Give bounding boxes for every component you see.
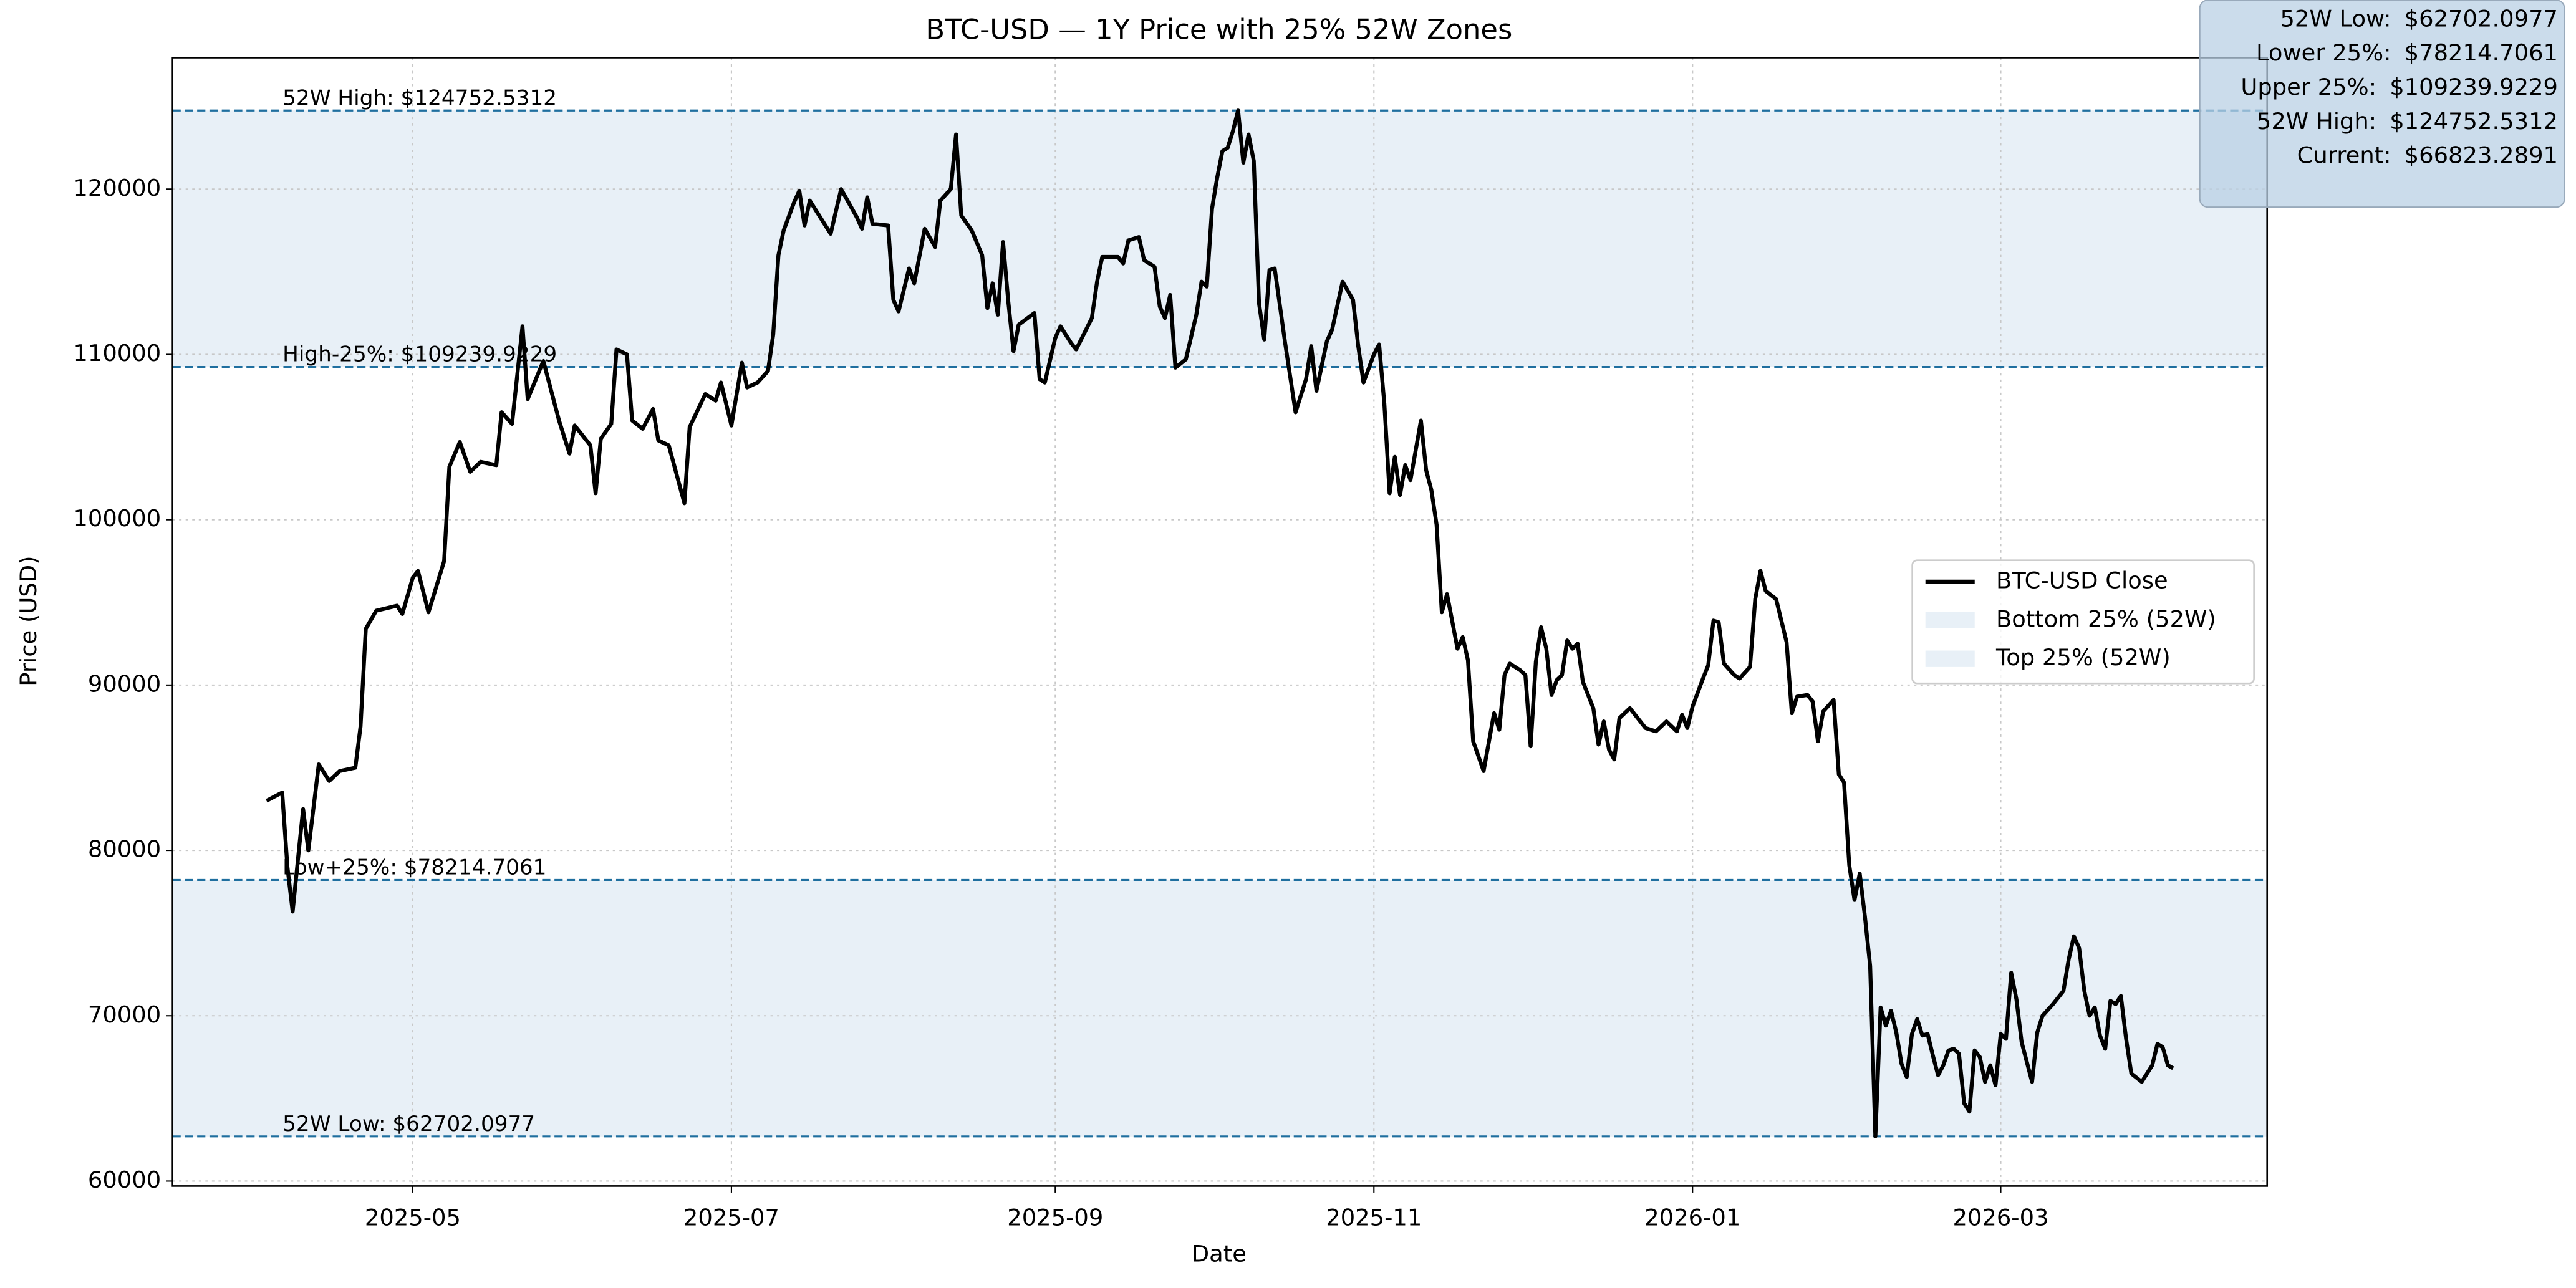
x-tick-label: 2025-11 bbox=[1326, 1204, 1422, 1231]
stats-value: $62702.0977 bbox=[2405, 5, 2558, 32]
stats-name: Current: bbox=[2297, 142, 2391, 169]
stats-box bbox=[2199, 0, 2565, 208]
legend-swatch bbox=[1925, 612, 1975, 628]
legend-swatch bbox=[1925, 650, 1975, 667]
plot-frame bbox=[171, 57, 2269, 1187]
stats-name: 52W High: bbox=[2257, 108, 2376, 135]
level-label: 52W Low: $62702.0977 bbox=[282, 1112, 535, 1137]
zone bbox=[172, 110, 2267, 367]
y-tick-label: 80000 bbox=[88, 836, 161, 863]
y-tick-label: 70000 bbox=[88, 1001, 161, 1028]
stats-value: $109239.9229 bbox=[2390, 74, 2558, 100]
level-label: Low+25%: $78214.7061 bbox=[282, 855, 546, 880]
legend-label: BTC-USD Close bbox=[1996, 567, 2168, 594]
legend-label: Top 25% (52W) bbox=[1995, 644, 2171, 671]
price-line bbox=[265, 108, 2174, 1138]
stats-name: Upper 25%: bbox=[2241, 74, 2376, 100]
stats-name: 52W Low: bbox=[2280, 5, 2391, 32]
y-tick-label: 100000 bbox=[73, 505, 161, 532]
x-tick-label: 2025-09 bbox=[1007, 1204, 1103, 1231]
level-label: 52W High: $124752.5312 bbox=[282, 85, 557, 110]
x-tick-label: 2025-05 bbox=[365, 1204, 461, 1231]
stats-value: $78214.7061 bbox=[2405, 39, 2558, 66]
stats-value: $66823.2891 bbox=[2405, 142, 2558, 169]
x-tick-label: 2026-01 bbox=[1644, 1204, 1740, 1231]
x-tick-label: 2026-03 bbox=[1952, 1204, 2048, 1231]
y-tick-label: 90000 bbox=[88, 670, 161, 697]
x-tick-label: 2025-07 bbox=[683, 1204, 779, 1231]
legend-label: Bottom 25% (52W) bbox=[1996, 605, 2216, 632]
legend-box bbox=[1911, 559, 2255, 685]
y-axis-label: Price (USD) bbox=[15, 555, 42, 686]
level-label: High-25%: $109239.9229 bbox=[282, 342, 557, 367]
zone bbox=[172, 880, 2267, 1137]
chart-title: BTC-USD — 1Y Price with 25% 52W Zones bbox=[925, 12, 1512, 46]
stats-value: $124752.5312 bbox=[2390, 108, 2558, 135]
y-tick-label: 60000 bbox=[88, 1166, 161, 1193]
y-tick-label: 110000 bbox=[73, 340, 161, 367]
x-axis-label: Date bbox=[1192, 1241, 1247, 1267]
y-tick-label: 120000 bbox=[73, 175, 161, 201]
stats-name: Lower 25%: bbox=[2256, 39, 2391, 66]
